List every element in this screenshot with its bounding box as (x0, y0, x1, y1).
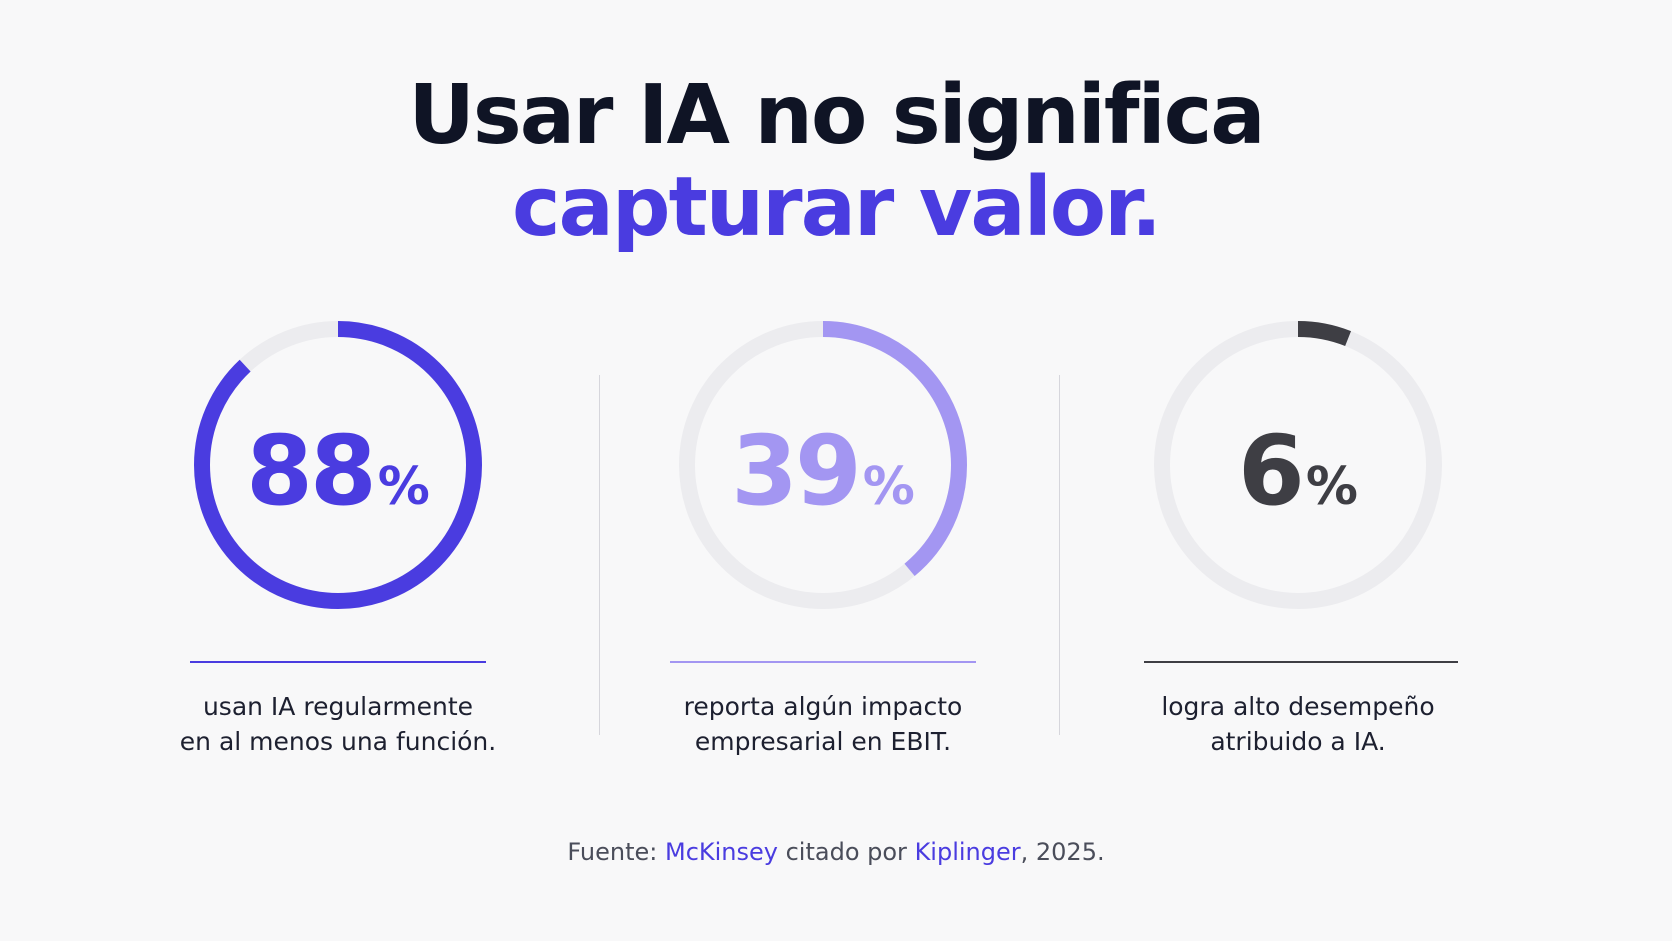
title-line-1: Usar IA no significa (408, 68, 1265, 163)
value-number: 39 (731, 415, 862, 527)
stat-value-usage: 88% (178, 415, 498, 527)
source-link-mckinsey[interactable]: McKinsey (664, 838, 778, 866)
source-link-kiplinger[interactable]: Kiplinger (914, 838, 1021, 866)
donut-chart (1154, 321, 1442, 609)
stat-rule (670, 661, 976, 663)
title-line-2: capturar valor. (511, 160, 1162, 255)
stat-description: usan IA regularmente en al menos una fun… (138, 689, 538, 759)
desc-line-2: atribuido a IA. (1210, 727, 1386, 756)
page-title: Usar IA no significa capturar valor. (0, 70, 1672, 254)
donut-chart (679, 321, 967, 609)
stat-value-performance: 6% (1138, 415, 1458, 527)
donut-chart (194, 321, 482, 609)
donut-ring-performance (1138, 305, 1458, 625)
column-divider (599, 375, 600, 735)
value-number: 88 (246, 415, 377, 527)
desc-line-1: reporta algún impacto (683, 692, 963, 721)
source-note: Fuente: McKinsey citado por Kiplinger, 2… (0, 838, 1672, 866)
donut-arc (1154, 321, 1442, 609)
desc-line-2: en al menos una función. (179, 727, 497, 756)
column-divider (1059, 375, 1060, 735)
source-middle: citado por (777, 838, 915, 866)
stat-rule (1144, 661, 1458, 663)
stat-description: reporta algún impacto empresarial en EBI… (623, 689, 1023, 759)
source-prefix: Fuente: (567, 838, 665, 866)
stat-value-ebit: 39% (663, 415, 983, 527)
stat-rule (190, 661, 486, 663)
value-unit: % (377, 457, 430, 517)
desc-line-2: empresarial en EBIT. (694, 727, 952, 756)
desc-line-1: usan IA regularmente (202, 692, 474, 721)
source-suffix: , 2025. (1020, 838, 1105, 866)
donut-arc (679, 321, 967, 609)
value-unit: % (862, 457, 915, 517)
donut-ring-ebit (663, 305, 983, 625)
desc-line-1: logra alto desempeño (1161, 692, 1435, 721)
stat-description: logra alto desempeño atribuido a IA. (1098, 689, 1498, 759)
donut-arc (194, 321, 482, 609)
donut-ring-usage (178, 305, 498, 625)
value-unit: % (1305, 457, 1358, 517)
value-number: 6 (1238, 415, 1305, 527)
